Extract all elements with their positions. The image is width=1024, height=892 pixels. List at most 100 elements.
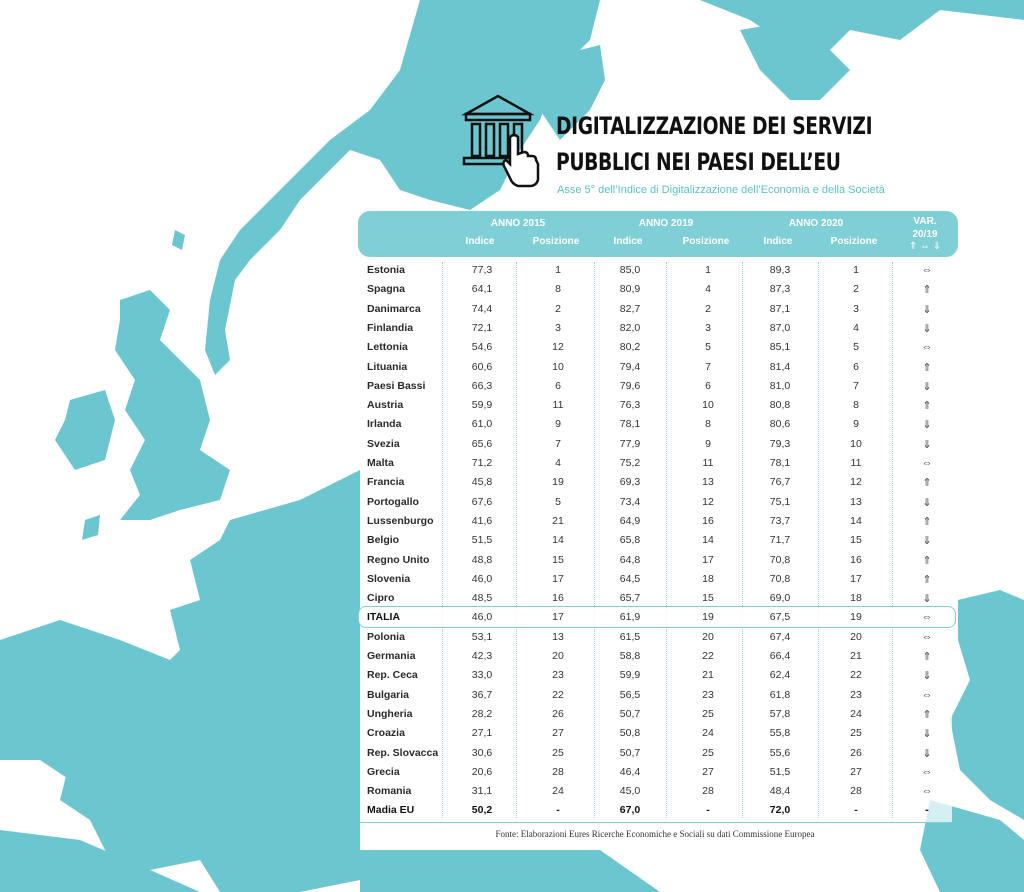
cell-i20: 72,0 [769,804,791,817]
table-row: Finlandia 72,1 3 82,0 3 87,0 4 ⇓ [360,319,950,338]
cell-p20: 16 [850,553,862,566]
country-name: ITALIA [367,611,401,624]
cell-i15: 72,1 [471,321,493,334]
cell-i20: 57,8 [769,707,791,720]
cell-p15: 9 [555,418,561,431]
cell-i19: 82,7 [619,302,641,315]
cell-p15: 4 [555,457,561,469]
cell-i15: 42,3 [471,650,493,662]
cell-p20: 11 [850,457,862,469]
cell-i20: 62,4 [769,669,791,682]
cell-var: ⇑ [922,651,932,663]
cell-i20: 87,0 [769,321,791,334]
cell-var: ⇓ [922,670,932,683]
country-name: Francia [367,476,405,489]
cell-p20: 20 [850,630,862,643]
cell-var: ⇓ [922,438,932,451]
cell-i19: 61,9 [619,611,641,624]
cell-p19: 27 [702,765,714,778]
cell-p19: 7 [705,360,711,373]
cell-p19: 22 [702,650,714,662]
cell-i20: 79,3 [769,437,791,450]
cell-i19: 69,3 [619,476,641,489]
cell-p19: 12 [702,495,714,508]
cell-i19: 50,8 [619,727,641,740]
cell-i19: 61,5 [619,630,641,643]
cell-i15: 30,6 [471,746,493,759]
cell-i19: 85,0 [619,264,641,276]
cell-i19: 65,7 [619,592,641,605]
cell-p20: 6 [853,360,859,373]
cell-i19: 59,9 [619,669,641,682]
country-name: Regno Unito [367,553,430,566]
table-row: Belgio 51,5 14 65,8 14 71,7 15 ⇓ [360,531,950,550]
cell-var: ⇓ [922,747,932,760]
cell-i15: 65,6 [471,437,493,450]
cell-var: ⇑ [922,284,932,297]
page-title: DIGITALIZZAZIONE DEI SERVIZI PUBBLICI NE… [556,108,884,180]
table-row: Austria 59,9 11 76,3 10 80,8 8 ⇑ [360,396,950,415]
cell-p19: 19 [702,611,714,624]
table-header: ANNO 2015 ANNO 2019 ANNO 2020 Indice Pos… [358,211,958,257]
cell-var: - [925,804,929,817]
country-name: Polonia [367,630,405,643]
cell-p15: 2 [555,302,561,315]
cell-i15: 31,1 [471,785,493,798]
cell-i15: 33,0 [471,669,493,682]
table-row: Slovenia 46,0 17 64,5 18 70,8 17 ⇑ [360,570,950,589]
cell-p20: 21 [850,650,862,662]
cell-p19: 8 [705,418,711,431]
cell-p19: 4 [705,283,711,296]
source-note: Fonte: Elaborazioni Eures Ricerche Econo… [360,822,950,848]
cell-var: ⇔ [921,688,933,701]
cell-var: ⇔ [921,457,933,469]
cell-p19: 21 [702,669,714,682]
table-background [360,256,952,822]
header-anno-2019: ANNO 2019 [638,218,694,229]
cell-i20: 71,7 [769,534,791,547]
table-row: Spagna 64,1 8 80,9 4 87,3 2 ⇑ [360,280,950,299]
cell-i15: 60,6 [471,360,493,373]
cell-i19: 77,9 [619,437,641,450]
cell-i20: 51,5 [769,765,791,778]
cell-i19: 64,9 [619,514,641,527]
table-row: Madia EU 50,2 - 67,0 - 72,0 - - [360,801,950,820]
cell-p19: 9 [705,437,711,450]
cell-i15: 74,4 [471,302,493,315]
header-posizione-2019: Posizione [682,236,730,247]
cell-i20: 78,1 [769,457,791,469]
cell-i19: 45,0 [619,785,641,798]
cell-i20: 81,4 [769,360,791,373]
cell-var: ⇓ [922,728,932,741]
column-divider [516,262,517,818]
cell-i20: 67,5 [769,611,791,624]
table-row: Paesi Bassi 66,3 6 79,6 6 81,0 7 ⇓ [360,377,950,396]
cell-var: ⇓ [922,419,932,432]
cell-var: ⇓ [922,593,932,606]
cell-i20: 70,8 [769,572,791,585]
cell-i15: 54,6 [471,341,493,354]
table-row: Svezia 65,6 7 77,9 9 79,3 10 ⇓ [360,435,950,454]
column-divider [742,262,743,818]
cell-p19: 23 [702,688,714,701]
cell-p15: 26 [552,707,564,720]
cell-p15: 10 [552,360,564,373]
cell-var: ⇑ [922,400,932,413]
cell-var: ⇑ [922,573,932,586]
cell-var: ⇔ [921,341,933,354]
cell-i19: 80,2 [619,341,641,354]
cell-i15: 66,3 [471,379,493,392]
cell-var: ⇑ [922,361,932,374]
cell-p20: 28 [850,785,862,798]
cell-p20: 5 [853,341,859,354]
cell-p19: 18 [702,572,714,585]
country-name: Spagna [367,283,405,296]
cell-var: ⇓ [922,380,932,393]
cell-p15: 15 [552,553,564,566]
cell-i20: 87,1 [769,302,791,315]
cell-p20: 7 [853,379,859,392]
cell-p15: 27 [552,727,564,740]
header-var-arrows: ⇑ ⇔ ⇓ [908,241,942,252]
table-row: Francia 45,8 19 69,3 13 76,7 12 ⇑ [360,473,950,492]
cell-p19: 6 [705,379,711,392]
